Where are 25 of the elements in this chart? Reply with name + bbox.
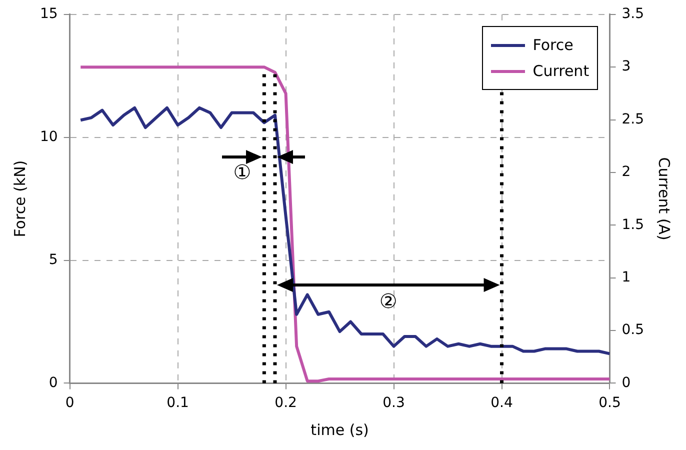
y-tick-label: 5 bbox=[48, 252, 58, 268]
x-tick-label: 0.4 bbox=[490, 395, 513, 412]
y-axis-title: Force (kN) bbox=[10, 160, 29, 238]
y2-tick-label: 0.5 bbox=[622, 322, 644, 338]
y2-tick-label: 1.5 bbox=[622, 216, 644, 233]
y-tick-label: 10 bbox=[40, 128, 58, 145]
y-tick-label: 15 bbox=[40, 6, 58, 22]
legend-label: Current bbox=[532, 62, 590, 80]
x-tick-label: 0.1 bbox=[166, 395, 189, 412]
x-tick-label: 0.3 bbox=[382, 395, 405, 412]
legend-label: Force bbox=[532, 36, 574, 54]
y2-axis-title: Current (A) bbox=[655, 157, 674, 240]
y2-tick-label: 2.5 bbox=[622, 111, 644, 128]
y2-tick-label: 0 bbox=[622, 374, 631, 391]
y2-tick-label: 1 bbox=[622, 269, 631, 286]
annotation: ① bbox=[233, 160, 252, 184]
y2-tick-label: 3 bbox=[622, 58, 631, 75]
x-tick-label: 0 bbox=[65, 395, 74, 412]
x-tick-label: 0.2 bbox=[274, 395, 297, 412]
y-tick-label: 0 bbox=[48, 374, 58, 391]
annotation: ② bbox=[379, 289, 398, 314]
y2-tick-label: 3.5 bbox=[622, 6, 644, 22]
x-axis-title: time (s) bbox=[310, 420, 369, 439]
x-tick-label: 0.5 bbox=[598, 395, 621, 412]
y2-tick-label: 2 bbox=[622, 164, 631, 180]
